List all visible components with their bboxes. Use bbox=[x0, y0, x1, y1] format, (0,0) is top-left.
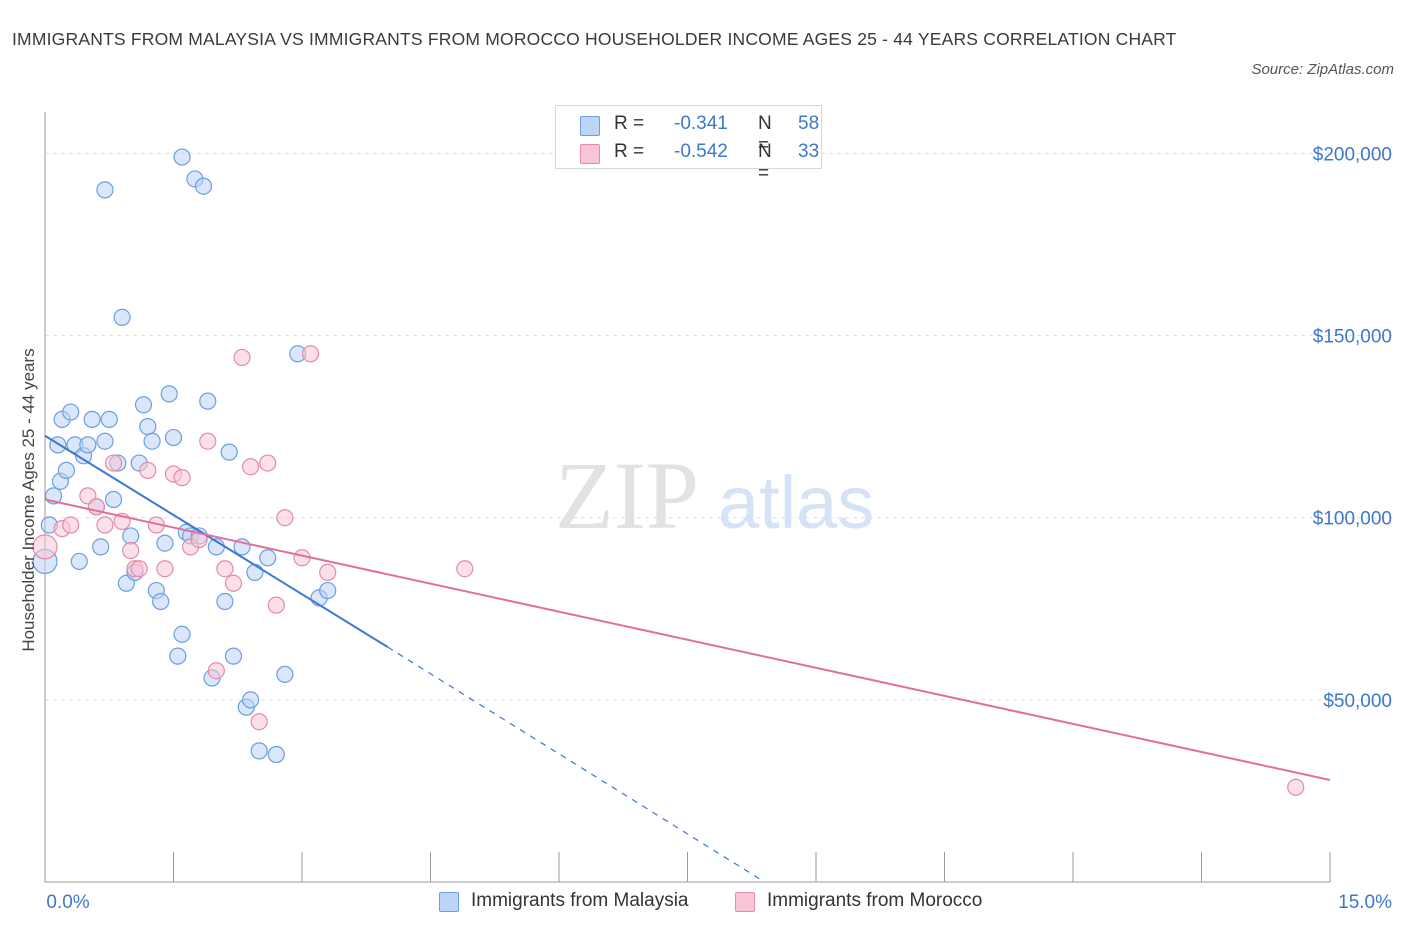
legend-n-label: N = bbox=[758, 113, 772, 156]
legend-n-value: 58 bbox=[798, 113, 820, 134]
point-morocco bbox=[32, 534, 58, 560]
watermark: ZIP atlas bbox=[555, 442, 874, 549]
legend-n-value: 33 bbox=[798, 141, 820, 162]
point-malaysia bbox=[160, 385, 178, 403]
y-tick-label: $150,000 bbox=[1313, 327, 1392, 348]
point-morocco bbox=[216, 560, 234, 578]
point-morocco bbox=[207, 662, 225, 680]
point-malaysia bbox=[173, 148, 191, 166]
point-morocco bbox=[173, 469, 191, 487]
point-malaysia bbox=[62, 403, 80, 421]
point-morocco bbox=[139, 461, 157, 479]
x-tick-label: 0.0% bbox=[46, 892, 89, 913]
trend-line-malaysia-extension bbox=[387, 646, 765, 883]
point-malaysia bbox=[164, 428, 183, 447]
legend-swatch-malaysia bbox=[580, 116, 600, 136]
point-morocco bbox=[224, 574, 243, 592]
point-morocco bbox=[156, 560, 174, 578]
point-morocco bbox=[319, 563, 337, 581]
point-malaysia bbox=[100, 410, 118, 428]
point-morocco bbox=[301, 345, 320, 363]
point-morocco bbox=[1287, 778, 1305, 796]
grid-lines bbox=[45, 152, 1392, 701]
point-malaysia bbox=[242, 691, 260, 709]
point-morocco bbox=[233, 348, 251, 367]
chart-title: IMMIGRANTS FROM MALAYSIA VS IMMIGRANTS F… bbox=[12, 29, 1177, 49]
point-morocco bbox=[130, 560, 148, 578]
point-malaysia bbox=[134, 396, 153, 414]
point-malaysia bbox=[143, 432, 161, 450]
legend-r-value: -0.542 bbox=[674, 141, 728, 162]
y-axis-label: Householder Income Ages 25 - 44 years bbox=[19, 348, 38, 651]
point-morocco bbox=[122, 541, 140, 560]
legend-swatch-malaysia bbox=[439, 892, 459, 912]
x-tick-label: 15.0% bbox=[1338, 892, 1392, 913]
y-tick-label: $200,000 bbox=[1313, 144, 1392, 165]
point-morocco bbox=[259, 454, 277, 472]
trend-line-morocco bbox=[44, 498, 1331, 781]
point-morocco bbox=[456, 560, 474, 578]
point-malaysia bbox=[156, 534, 174, 552]
point-malaysia bbox=[113, 308, 131, 326]
point-malaysia bbox=[319, 581, 337, 600]
legend-n-label: N = bbox=[758, 141, 772, 184]
point-morocco bbox=[199, 432, 217, 450]
point-morocco bbox=[276, 509, 294, 527]
point-morocco bbox=[267, 596, 285, 614]
point-malaysia bbox=[96, 181, 114, 199]
point-malaysia bbox=[96, 432, 114, 450]
y-tick-label: $100,000 bbox=[1313, 509, 1392, 530]
legend-label-morocco: Immigrants from Morocco bbox=[767, 890, 983, 911]
legend-label-malaysia: Immigrants from Malaysia bbox=[471, 890, 689, 911]
point-malaysia bbox=[104, 490, 123, 509]
point-morocco bbox=[96, 516, 114, 534]
point-morocco bbox=[62, 516, 80, 534]
point-malaysia bbox=[169, 647, 187, 665]
point-malaysia bbox=[199, 392, 217, 410]
point-morocco bbox=[104, 454, 123, 472]
point-malaysia bbox=[79, 436, 97, 454]
axes bbox=[44, 112, 1331, 883]
y-tick-label: $50,000 bbox=[1323, 691, 1392, 712]
point-malaysia bbox=[276, 665, 294, 683]
point-morocco bbox=[250, 713, 268, 731]
point-malaysia bbox=[92, 538, 110, 556]
point-malaysia bbox=[267, 745, 285, 764]
watermark-atlas: atlas bbox=[718, 461, 874, 544]
legend-r-label: R = bbox=[614, 113, 645, 134]
stats-legend: R = -0.341 N = 58 R = -0.542 N = 33 bbox=[555, 105, 822, 184]
point-malaysia bbox=[259, 549, 277, 567]
point-morocco bbox=[242, 458, 260, 476]
point-malaysia bbox=[122, 527, 140, 545]
trend-line-malaysia bbox=[44, 434, 389, 648]
legend-r-value: -0.341 bbox=[674, 113, 728, 134]
tick-labels: $50,000 $100,000 $150,000 $200,000 0.0% 15.0% bbox=[46, 144, 1392, 913]
point-malaysia bbox=[139, 418, 157, 436]
point-malaysia bbox=[173, 625, 191, 643]
point-malaysia bbox=[70, 552, 88, 571]
legend-r-label: R = bbox=[614, 141, 645, 162]
point-malaysia bbox=[57, 461, 76, 479]
point-malaysia bbox=[246, 563, 264, 581]
source-label: Source: ZipAtlas.com bbox=[1251, 61, 1394, 78]
point-malaysia bbox=[152, 592, 170, 611]
point-malaysia bbox=[216, 592, 234, 611]
trend-lines bbox=[44, 434, 1331, 883]
point-malaysia bbox=[224, 647, 243, 665]
legend-swatch-morocco bbox=[735, 892, 755, 912]
point-malaysia bbox=[250, 742, 268, 760]
point-malaysia bbox=[220, 443, 238, 461]
legend-swatch-morocco bbox=[580, 144, 600, 164]
point-malaysia bbox=[83, 410, 101, 428]
watermark-zip: ZIP bbox=[555, 442, 699, 549]
point-malaysia bbox=[194, 177, 213, 195]
